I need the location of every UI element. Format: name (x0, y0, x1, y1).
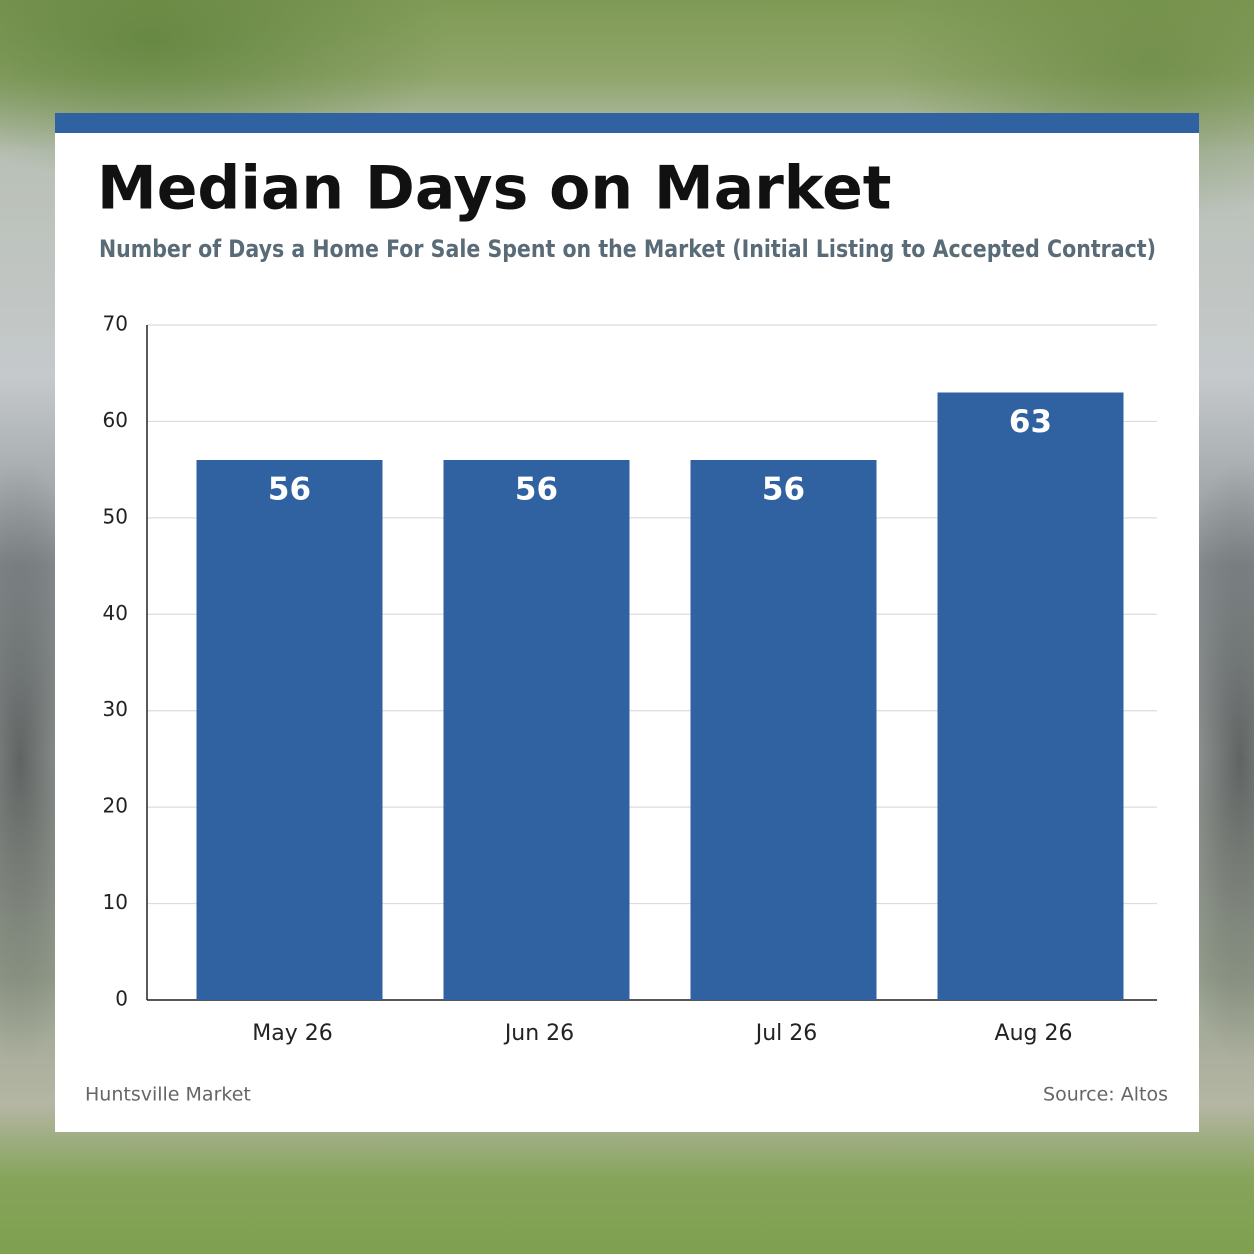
x-tick-label: Aug 26 (995, 1021, 1073, 1046)
value-label: 56 (762, 472, 805, 508)
y-tick-label: 30 (103, 697, 128, 721)
chart-title: Median Days on Market (97, 154, 891, 224)
x-tick-label: Jun 26 (503, 1021, 574, 1046)
y-tick-label: 50 (103, 504, 128, 528)
x-tick-label: Jul 26 (754, 1021, 818, 1046)
y-tick-label: 40 (103, 601, 128, 625)
x-tick-label: May 26 (252, 1021, 332, 1046)
y-tick-label: 20 (103, 794, 128, 818)
chart-subtitle: Number of Days a Home For Sale Spent on … (99, 235, 1156, 263)
y-tick-label: 70 (103, 312, 128, 336)
source: Source: Altos (1043, 1084, 1168, 1106)
bar (937, 392, 1124, 1000)
y-tick-label: 10 (103, 890, 128, 914)
y-tick-label: 0 (115, 987, 128, 1011)
bar (443, 460, 630, 1000)
bar (690, 460, 877, 1000)
y-tick-label: 60 (103, 408, 128, 432)
card-stripe (55, 113, 1199, 133)
value-label: 56 (515, 472, 558, 508)
value-label: 56 (268, 472, 311, 508)
value-label: 63 (1009, 404, 1052, 440)
footnote: Huntsville Market (85, 1084, 251, 1106)
bar (196, 460, 383, 1000)
